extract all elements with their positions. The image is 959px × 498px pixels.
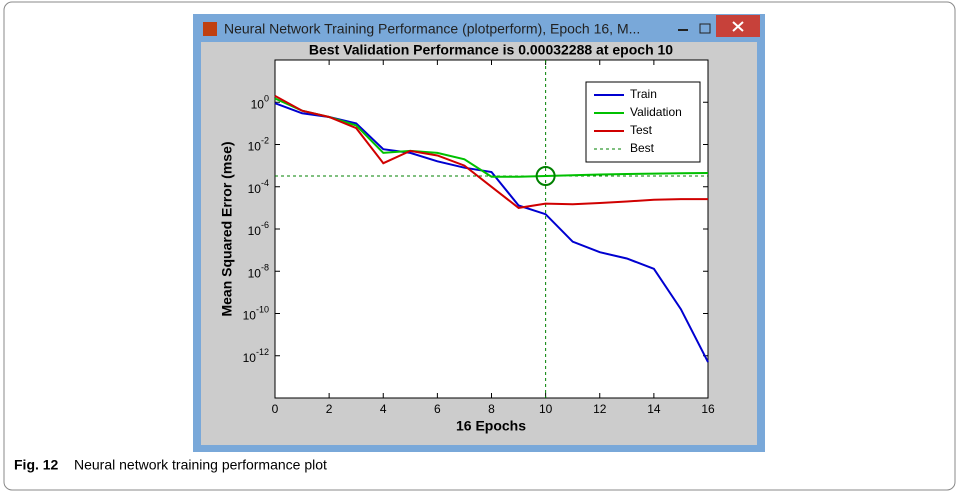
- caption-text: Neural network training performance plot: [74, 457, 327, 473]
- legend-label: Best: [630, 141, 655, 155]
- maximize-button[interactable]: [699, 23, 711, 34]
- y-tick-label: 10-10: [243, 305, 269, 323]
- y-tick-label: 100: [251, 94, 269, 112]
- y-axis-label: Mean Squared Error (mse): [219, 141, 235, 316]
- y-tick-label: 10-12: [243, 347, 269, 365]
- legend-label: Train: [630, 87, 657, 101]
- window-title: Neural Network Training Performance (plo…: [224, 21, 640, 37]
- y-tick-label: 10-4: [248, 178, 269, 196]
- x-tick-label: 4: [380, 402, 387, 416]
- caption-label: Fig. 12: [14, 457, 59, 473]
- x-tick-label: 2: [326, 402, 333, 416]
- y-tick-label: 10-6: [248, 220, 269, 238]
- x-tick-label: 14: [647, 402, 661, 416]
- x-tick-label: 6: [434, 402, 441, 416]
- close-icon: [732, 21, 744, 32]
- x-tick-label: 16: [701, 402, 715, 416]
- app-icon: [203, 22, 217, 36]
- x-axis-label: 16 Epochs: [456, 418, 526, 434]
- series-line: [274, 102, 709, 363]
- x-tick-label: 0: [272, 402, 279, 416]
- x-tick-label: 10: [539, 402, 553, 416]
- legend-label: Test: [630, 123, 653, 137]
- x-tick-label: 8: [488, 402, 495, 416]
- legend-label: Validation: [630, 105, 682, 119]
- x-tick-label: 12: [593, 402, 607, 416]
- y-tick-label: 10-2: [248, 136, 269, 154]
- best-marker: [535, 165, 556, 186]
- chart-title: Best Validation Performance is 0.0003228…: [309, 42, 673, 58]
- y-tick-label: 10-8: [248, 263, 269, 281]
- series-line: [274, 97, 709, 178]
- series-line: [274, 95, 708, 209]
